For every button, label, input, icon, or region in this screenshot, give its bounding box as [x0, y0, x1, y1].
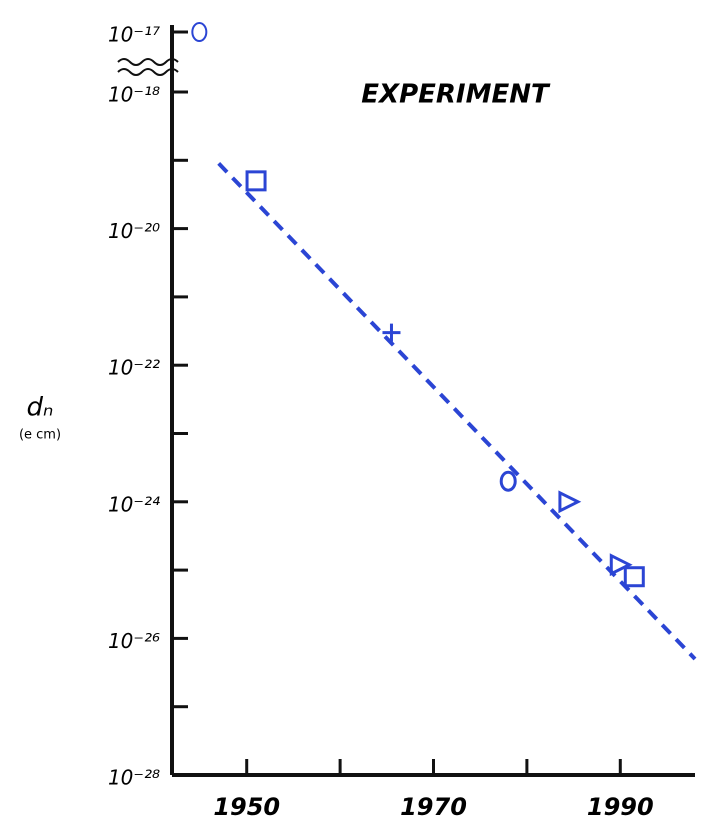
- y-axis-label: dₙ: [27, 393, 54, 423]
- y-tick-label: 10⁻²²: [108, 356, 160, 380]
- y-tick-label: 10⁻¹⁸: [108, 83, 160, 107]
- point: [192, 23, 206, 41]
- y-tick-label: 10⁻²⁰: [108, 219, 160, 243]
- y-tick-label: 10⁻²⁶: [108, 629, 160, 653]
- y-tick-label: 10⁻¹⁷: [108, 23, 160, 47]
- point: [560, 493, 578, 511]
- point: [625, 568, 643, 586]
- point: [247, 172, 265, 190]
- annotation: EXPERIMENT: [361, 80, 551, 110]
- point: [501, 472, 515, 490]
- trend-line: [219, 163, 695, 659]
- y-axis-unit: (e cm): [19, 428, 61, 443]
- y-tick-label: 10⁻²⁴: [108, 492, 160, 516]
- y-tick-label: 10⁻²⁸: [108, 766, 160, 790]
- chart: EXPERIMENT dₙ (e cm) 10⁻²⁸ 10⁻²⁶ 10⁻²⁴ 10⁻²…: [0, 0, 703, 833]
- x-tick-label: 1950: [213, 793, 280, 821]
- x-tick-label: 1970: [400, 793, 467, 821]
- axis-break: [118, 59, 178, 75]
- x-tick-label: 1990: [587, 793, 654, 821]
